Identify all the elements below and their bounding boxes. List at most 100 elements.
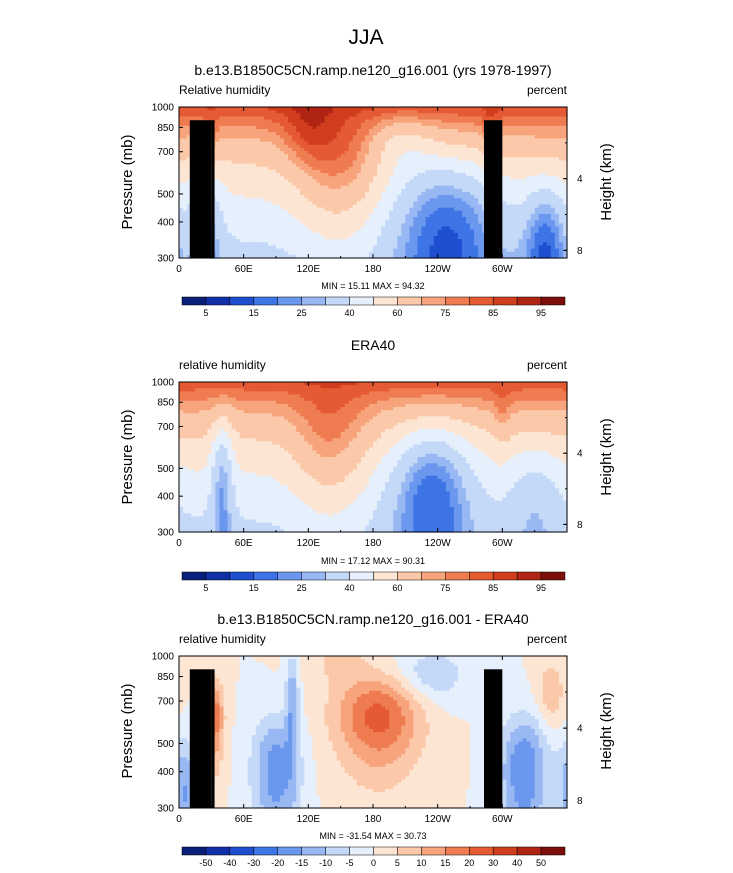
field-cell: [296, 163, 301, 168]
field-cell: [401, 160, 406, 165]
field-cell: [219, 169, 225, 174]
field-cell: [542, 132, 548, 136]
field-cell: [421, 160, 427, 165]
field-cell: [417, 176, 423, 180]
field-cell: [465, 138, 471, 143]
field-cell: [360, 185, 366, 190]
field-cell: [478, 116, 483, 121]
field-cell: [437, 122, 443, 127]
field-cell: [465, 110, 471, 114]
field-cell: [385, 138, 390, 143]
field-cell: [267, 122, 273, 127]
field-cell: [296, 122, 301, 127]
field-cell: [284, 157, 289, 162]
field-cell: [417, 144, 423, 149]
field-cell: [522, 107, 528, 111]
field-cell: [482, 107, 487, 111]
field-cell: [364, 157, 370, 162]
field-cell: [441, 113, 447, 118]
field-cell: [522, 116, 528, 121]
field-cell: [518, 122, 524, 127]
field-cell: [425, 151, 431, 155]
field-cell: [562, 110, 568, 114]
field-cell: [227, 110, 233, 114]
field-cell: [276, 113, 281, 118]
field-cell: [183, 182, 188, 187]
field-cell: [385, 125, 390, 130]
field-cell: [308, 151, 313, 155]
field-cell: [457, 151, 463, 155]
field-cell: [280, 132, 285, 136]
field-cell: [453, 116, 459, 121]
field-cell: [276, 147, 281, 152]
field-cell: [534, 141, 540, 146]
field-cell: [344, 144, 350, 149]
field-cell: [183, 185, 188, 190]
field-cell: [441, 107, 447, 111]
field-cell: [526, 110, 532, 114]
field-cell: [518, 113, 524, 118]
field-cell: [453, 119, 459, 124]
field-cell: [550, 182, 556, 187]
field-cell: [522, 157, 528, 162]
field-cell: [457, 122, 463, 127]
field-cell: [344, 132, 350, 136]
field-cell: [308, 144, 313, 149]
field-cell: [377, 160, 382, 165]
field-cell: [320, 116, 326, 121]
field-cell: [437, 176, 443, 180]
field-cell: [421, 154, 427, 158]
field-cell: [288, 173, 293, 177]
field-cell: [413, 151, 419, 155]
field-cell: [373, 179, 378, 184]
field-cell: [437, 125, 443, 130]
field-cell: [421, 169, 427, 174]
field-cell: [340, 110, 346, 114]
field-cell: [461, 125, 467, 130]
field-cell: [231, 119, 237, 124]
field-cell: [465, 141, 471, 146]
field-cell: [413, 107, 419, 111]
field-cell: [271, 129, 277, 133]
field-cell: [255, 169, 261, 174]
field-cell: [219, 179, 225, 184]
field-cell: [332, 179, 338, 184]
field-cell: [510, 157, 516, 162]
field-cell: [401, 182, 406, 187]
field-cell: [179, 122, 184, 127]
field-cell: [215, 185, 221, 190]
field-cell: [429, 157, 435, 162]
field-cell: [526, 163, 532, 168]
field-cell: [364, 169, 370, 174]
field-cell: [183, 173, 188, 177]
field-cell: [550, 107, 556, 111]
field-cell: [215, 166, 221, 171]
field-cell: [308, 122, 313, 127]
field-cell: [328, 147, 334, 152]
field-cell: [546, 157, 552, 162]
field-cell: [449, 122, 455, 127]
field-cell: [518, 185, 524, 190]
field-cell: [534, 125, 540, 130]
field-cell: [296, 185, 301, 190]
field-cell: [421, 135, 427, 140]
field-cell: [457, 132, 463, 136]
field-cell: [324, 107, 330, 111]
panel-model: b.e13.B1850C5CN.ramp.ne120_g16.001 (yrs …: [119, 62, 615, 318]
field-cell: [187, 135, 192, 140]
field-cell: [449, 154, 455, 158]
field-cell: [437, 119, 443, 124]
field-cell: [308, 185, 313, 190]
field-cell: [461, 160, 467, 165]
field-cell: [247, 173, 253, 177]
field-cell: [195, 116, 200, 121]
field-cell: [223, 113, 229, 118]
field-cell: [356, 110, 362, 114]
field-cell: [312, 176, 318, 180]
field-cell: [332, 116, 338, 121]
field-cell: [320, 173, 326, 177]
field-cell: [522, 113, 528, 118]
field-cell: [373, 157, 378, 162]
field-cell: [239, 173, 245, 177]
field-cell: [377, 119, 382, 124]
